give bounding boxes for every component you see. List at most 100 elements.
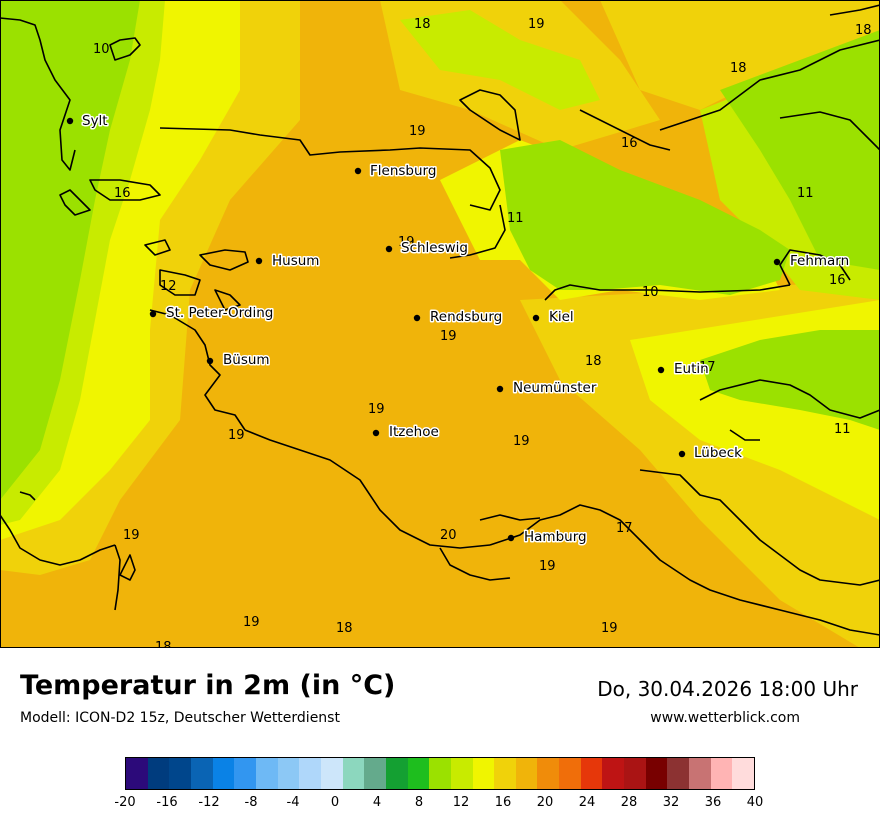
value-label: 19 (368, 402, 385, 417)
city-label-eutin: Eutin (674, 361, 709, 377)
legend-swatch (255, 758, 278, 789)
city-dot-kiel (532, 314, 540, 322)
city-dot-buesum (206, 357, 214, 365)
chart-title: Temperatur in 2m (in °C) (20, 670, 396, 701)
value-label: 18 (155, 640, 172, 648)
city-label-hamburg: Hamburg (524, 529, 587, 545)
city-label-sylt: Sylt (82, 113, 108, 129)
website-link[interactable]: www.wetterblick.com (650, 710, 800, 726)
legend-swatch (580, 758, 603, 789)
legend-swatch (732, 758, 755, 789)
legend-swatch (277, 758, 300, 789)
legend-swatch (689, 758, 711, 789)
value-label: 19 (539, 559, 556, 574)
city-dot-husum (255, 257, 263, 265)
city-label-st-peter-ording: St. Peter-Ording (166, 305, 273, 321)
legend-swatch (299, 758, 321, 789)
legend-swatch (190, 758, 213, 789)
legend-swatch (450, 758, 473, 789)
legend-swatch (342, 758, 365, 789)
legend-tick: 32 (662, 795, 680, 810)
legend-tick: 20 (536, 795, 554, 810)
cool-sea-zones (0, 0, 880, 500)
city-dot-neumuenster (496, 385, 504, 393)
value-label: 17 (699, 360, 716, 375)
value-label: 18 (855, 23, 872, 38)
legend-swatch (126, 758, 148, 789)
value-label: 19 (528, 17, 545, 32)
legend-tick-labels: -20 -16 -12 -8 -4 0 4 8 12 16 20 24 28 32 36 40 (114, 795, 763, 813)
legend-swatch (385, 758, 408, 789)
legend-tick: -12 (198, 795, 220, 810)
value-label: 16 (114, 186, 131, 201)
value-label: 16 (829, 273, 846, 288)
legend-swatch (320, 758, 343, 789)
legend-swatch (234, 758, 256, 789)
city-label-itzehoe: Itzehoe (389, 424, 439, 440)
value-label: 12 (160, 279, 177, 294)
city-dot-eutin (657, 366, 665, 374)
city-label-flensburg: Flensburg (370, 163, 436, 179)
city-dot-sylt (66, 117, 74, 125)
legend-swatch (429, 758, 451, 789)
legend-swatch (602, 758, 625, 789)
city-label-husum: Husum (272, 253, 319, 269)
value-label: 19 (409, 124, 426, 139)
value-labels: 10 18 19 18 18 19 16 16 11 11 19 12 10 1… (93, 17, 872, 648)
color-legend (125, 757, 755, 790)
coastlines (0, 4, 880, 636)
value-label: 18 (730, 61, 747, 76)
value-label: 17 (616, 521, 633, 536)
city-label-fehmarn: Fehmarn (790, 253, 849, 269)
city-dot-rendsburg (413, 314, 421, 322)
value-label: 19 (601, 621, 618, 636)
value-label: 11 (507, 211, 524, 226)
value-label: 11 (834, 422, 851, 437)
city-dot-luebeck (678, 450, 686, 458)
legend-tick: 12 (452, 795, 470, 810)
city-markers: Sylt Flensburg Husum Schleswig St. Peter… (66, 112, 851, 547)
city-label-luebeck: Lübeck (694, 445, 742, 461)
model-info: Modell: ICON-D2 15z, Deutscher Wetterdie… (20, 710, 340, 726)
legend-swatch (147, 758, 170, 789)
value-label: 18 (414, 17, 431, 32)
value-label: 19 (440, 329, 457, 344)
city-dot-flensburg (354, 167, 362, 175)
legend-swatch (537, 758, 560, 789)
legend-tick: -16 (156, 795, 178, 810)
legend-tick: -8 (244, 795, 258, 810)
legend-swatch (624, 758, 646, 789)
value-label: 19 (398, 235, 415, 250)
forecast-datetime: Do, 30.04.2026 18:00 Uhr (597, 677, 858, 701)
city-dot-hamburg (507, 534, 515, 542)
legend-swatch (710, 758, 733, 789)
value-label: 19 (243, 615, 260, 630)
value-label: 19 (228, 428, 245, 443)
city-dot-schleswig (385, 245, 393, 253)
value-label: 20 (440, 528, 457, 543)
value-label: 16 (621, 136, 638, 151)
legend-tick: 4 (372, 795, 382, 810)
city-label-neumuenster: Neumünster (513, 380, 597, 396)
city-dot-st-peter-ording (149, 310, 157, 318)
value-label: 10 (642, 285, 659, 300)
legend-tick: -4 (286, 795, 300, 810)
legend-swatch (169, 758, 191, 789)
city-dot-itzehoe (372, 429, 380, 437)
legend-swatch (472, 758, 495, 789)
legend-swatch (212, 758, 235, 789)
city-label-kiel: Kiel (549, 309, 574, 325)
legend-swatch (645, 758, 668, 789)
legend-tick: -20 (114, 795, 136, 810)
legend-tick: 8 (414, 795, 424, 810)
legend-swatch (515, 758, 538, 789)
city-label-schleswig: Schleswig (401, 240, 468, 256)
city-label-rendsburg: Rendsburg (430, 309, 502, 325)
value-label: 10 (93, 42, 110, 57)
legend-tick: 24 (578, 795, 596, 810)
legend-tick: 36 (704, 795, 722, 810)
value-label: 19 (513, 434, 530, 449)
value-label: 11 (797, 186, 814, 201)
temperature-map: 10 18 19 18 18 19 16 16 11 11 19 12 10 1… (0, 0, 880, 648)
city-dot-fehmarn (773, 258, 781, 266)
